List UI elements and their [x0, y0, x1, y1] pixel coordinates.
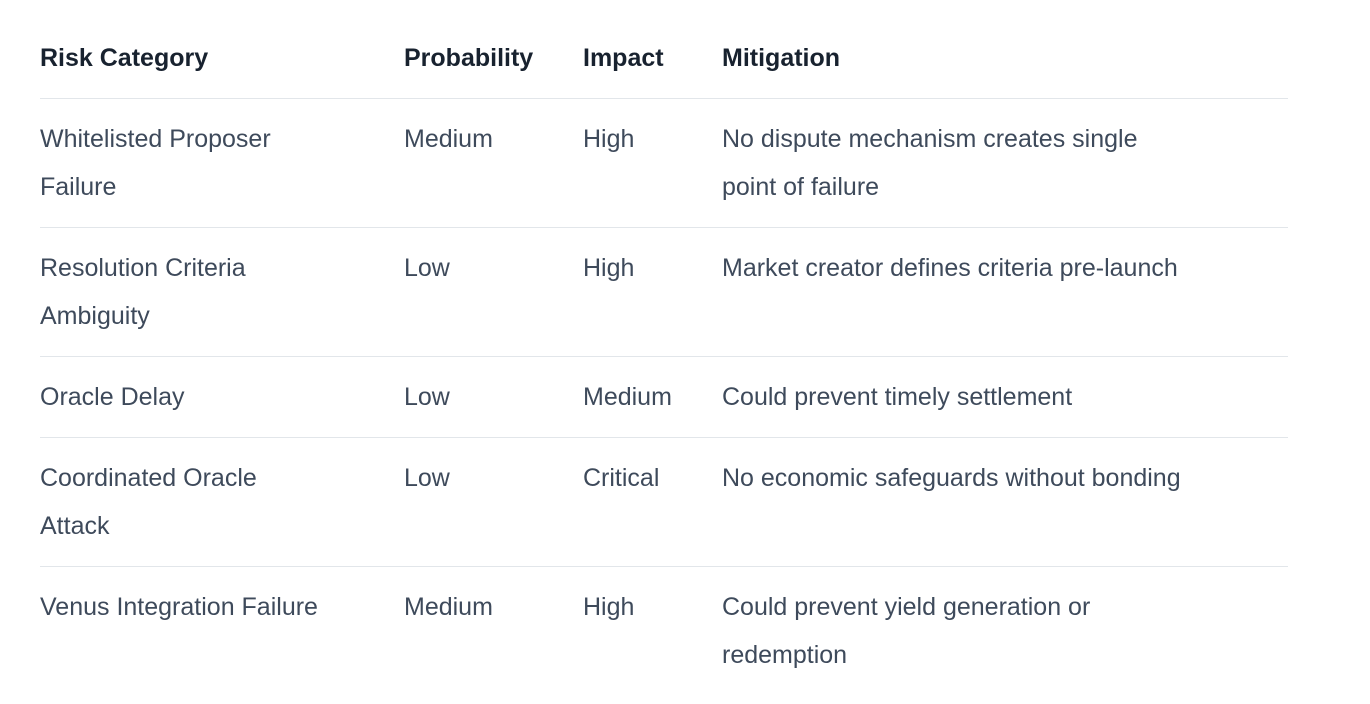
risk-category-cell: Oracle Delay: [40, 356, 404, 438]
column-header-risk-category: Risk Category: [40, 18, 404, 99]
impact-cell: High: [583, 593, 635, 621]
probability-cell: Low: [404, 437, 583, 567]
mitigation-cell: No dispute mechanism creates single poin…: [722, 98, 1288, 228]
mitigation-cell: No economic safeguards without bonding: [722, 437, 1288, 567]
table-header-row: Risk Category Probability Impact Mitigat…: [40, 18, 1288, 99]
risk-category-cell: Resolution Criteria Ambiguity: [40, 227, 404, 357]
impact-cell: Critical: [583, 437, 722, 567]
probability-cell: Medium: [404, 593, 493, 621]
mitigation-cell: Could prevent timely settlement: [722, 356, 1288, 438]
risk-category-cell: Whitelisted Proposer Failure: [40, 98, 404, 228]
column-header-probability: Probability: [404, 18, 583, 99]
table-row: Coordinated Oracle Attack Low Critical N…: [40, 437, 1288, 567]
probability-cell: Medium: [404, 98, 583, 228]
column-header-impact: Impact: [583, 18, 722, 99]
table-header: Risk Category Probability Impact Mitigat…: [40, 18, 1288, 99]
impact-cell: High: [583, 98, 722, 228]
mitigation-cell: Could prevent yield generation or redemp…: [722, 593, 1091, 669]
probability-cell: Low: [404, 356, 583, 438]
table-body: Whitelisted Proposer Failure Medium High…: [40, 98, 1288, 696]
risk-assessment-table: Risk Category Probability Impact Mitigat…: [40, 18, 1288, 695]
table-row: Oracle Delay Low Medium Could prevent ti…: [40, 356, 1288, 438]
mitigation-cell: Market creator defines criteria pre-laun…: [722, 227, 1288, 357]
table-row: Resolution Criteria Ambiguity Low High M…: [40, 227, 1288, 357]
table-row: Whitelisted Proposer Failure Medium High…: [40, 98, 1288, 228]
risk-category-cell: Venus Integration Failure: [40, 593, 318, 621]
probability-cell: Low: [404, 227, 583, 357]
risk-category-cell: Coordinated Oracle Attack: [40, 437, 404, 567]
impact-cell: High: [583, 227, 722, 357]
impact-cell: Medium: [583, 356, 722, 438]
column-header-mitigation: Mitigation: [722, 18, 1288, 99]
table-row: Venus Integration Failure Medium High Co…: [40, 567, 1288, 696]
